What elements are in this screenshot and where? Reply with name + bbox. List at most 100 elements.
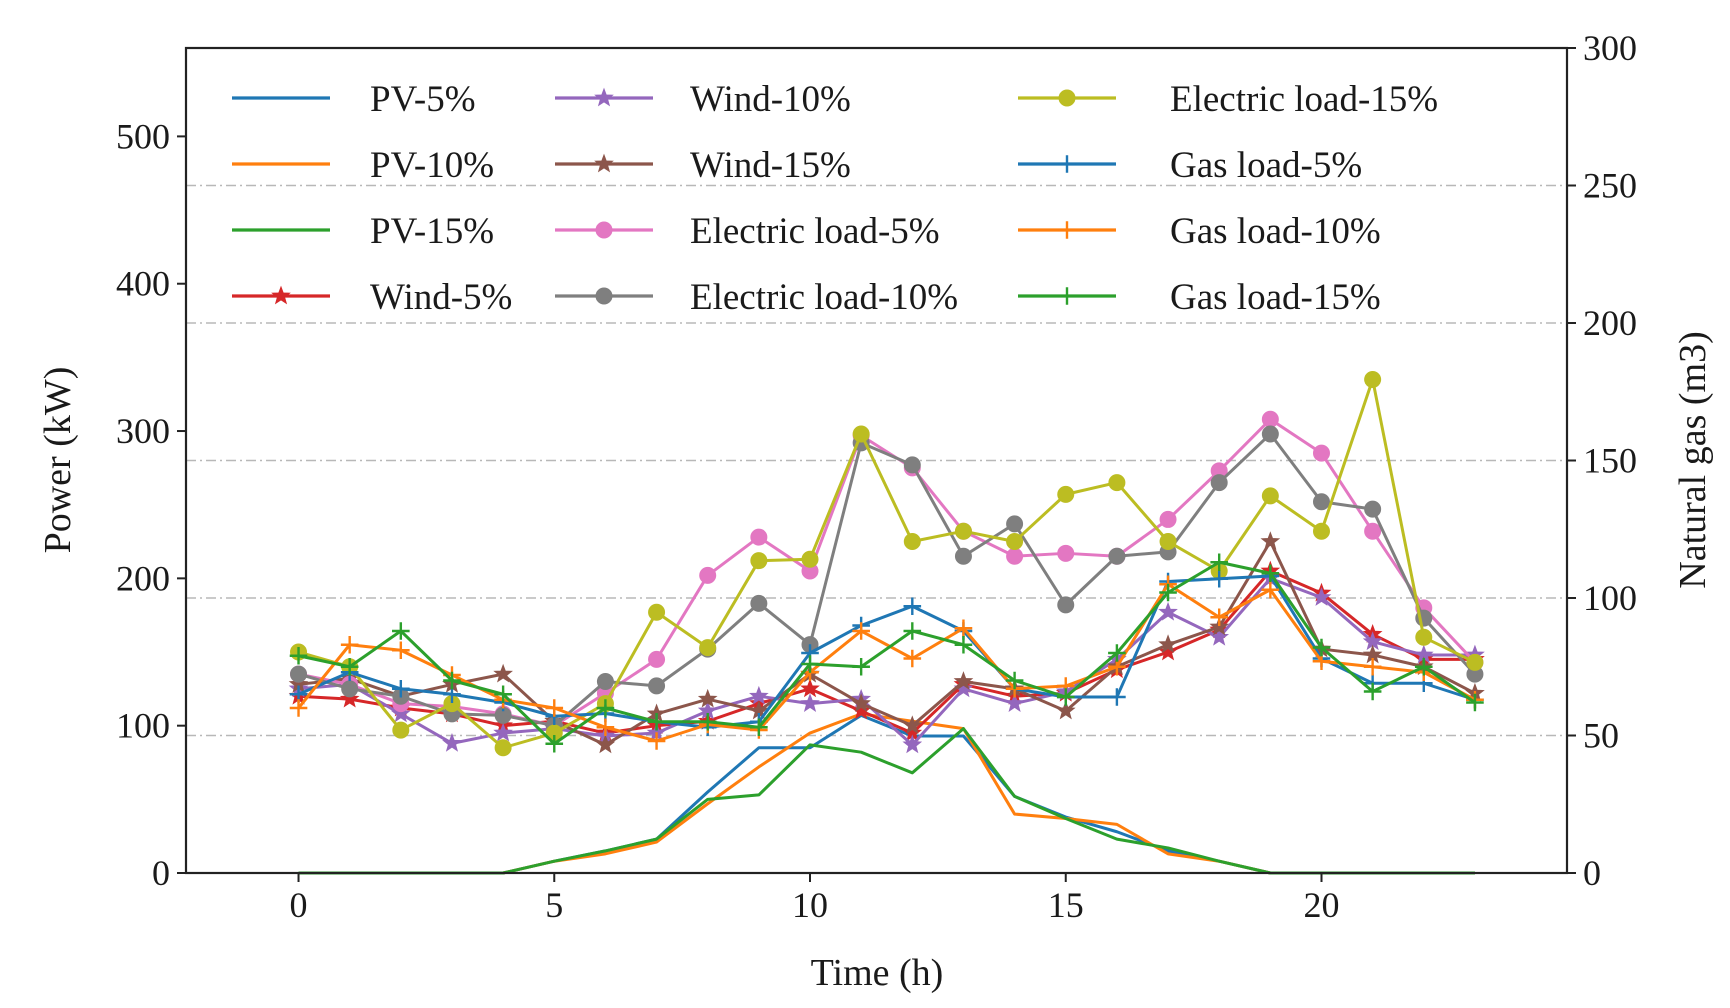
legend-item: Electric load-5% bbox=[555, 211, 940, 252]
legend-item: Wind-5% bbox=[232, 277, 512, 318]
x-tick-label: 20 bbox=[1303, 885, 1339, 925]
data-point bbox=[954, 547, 972, 565]
data-point bbox=[545, 734, 564, 753]
y2-tick-label: 300 bbox=[1583, 28, 1637, 68]
y2-tick-label: 200 bbox=[1583, 303, 1637, 343]
legend-label: Wind-10% bbox=[690, 79, 851, 120]
data-point bbox=[1005, 671, 1024, 690]
data-point bbox=[594, 153, 614, 173]
data-point bbox=[1466, 653, 1484, 671]
x-tick-label: 10 bbox=[792, 885, 828, 925]
data-point bbox=[1210, 553, 1228, 572]
data-point bbox=[852, 657, 870, 676]
data-point bbox=[1057, 596, 1075, 614]
legend-label: Electric load-15% bbox=[1170, 79, 1438, 120]
data-point bbox=[1414, 657, 1433, 676]
data-point bbox=[271, 285, 291, 305]
data-point bbox=[954, 619, 973, 638]
data-point bbox=[1055, 700, 1076, 720]
data-point bbox=[392, 641, 410, 660]
legend-label: Gas load-15% bbox=[1170, 277, 1381, 318]
legend-item: Electric load-10% bbox=[555, 277, 958, 318]
data-point bbox=[902, 734, 923, 754]
data-point bbox=[1057, 544, 1075, 562]
data-point bbox=[1058, 287, 1076, 305]
series-line bbox=[298, 576, 1475, 747]
data-point bbox=[852, 622, 870, 640]
x-axis-label: Time (h) bbox=[811, 952, 944, 994]
data-point bbox=[800, 678, 820, 698]
data-point bbox=[648, 650, 666, 668]
y-tick-label: 100 bbox=[116, 706, 170, 746]
data-point bbox=[648, 603, 666, 621]
data-point bbox=[851, 693, 871, 712]
data-point bbox=[903, 649, 922, 668]
data-point bbox=[1056, 688, 1075, 706]
y-tick-label: 400 bbox=[116, 264, 170, 304]
data-point bbox=[1261, 564, 1280, 583]
y2-tick-label: 150 bbox=[1583, 441, 1637, 481]
data-point bbox=[1261, 487, 1279, 505]
series-electric-load-10- bbox=[290, 425, 1484, 735]
data-point bbox=[340, 635, 359, 654]
data-point bbox=[750, 552, 768, 570]
legend-item: PV-5% bbox=[232, 79, 476, 120]
data-point bbox=[954, 522, 972, 540]
y2-tick-label: 50 bbox=[1583, 716, 1619, 756]
data-point bbox=[493, 722, 513, 742]
data-point bbox=[340, 657, 359, 676]
legend-item: PV-15% bbox=[232, 211, 494, 252]
data-point bbox=[903, 597, 922, 616]
data-point bbox=[494, 739, 512, 757]
data-point bbox=[1364, 522, 1382, 540]
data-point bbox=[903, 533, 921, 551]
data-point bbox=[1311, 587, 1332, 606]
series-line bbox=[298, 560, 1476, 746]
data-point bbox=[1210, 474, 1228, 492]
data-point bbox=[750, 718, 768, 737]
data-point bbox=[1364, 370, 1382, 388]
data-point bbox=[595, 287, 613, 305]
data-point bbox=[594, 87, 614, 107]
y2-tick-label: 0 bbox=[1583, 853, 1601, 893]
data-point bbox=[903, 456, 921, 474]
data-point bbox=[1312, 522, 1330, 540]
data-point bbox=[1261, 410, 1279, 428]
data-point bbox=[1108, 474, 1126, 492]
legend: PV-5% PV-10% PV-15% Wind-5% Wind-10% Wind-15%… bbox=[232, 79, 1438, 318]
data-point bbox=[699, 639, 717, 657]
data-point bbox=[953, 671, 974, 690]
legend-item: Gas load-10% bbox=[1018, 211, 1381, 252]
legend-label: Wind-15% bbox=[690, 145, 851, 186]
y-tick-label: 0 bbox=[152, 853, 170, 893]
data-point bbox=[595, 221, 613, 239]
data-point bbox=[954, 635, 973, 654]
data-point bbox=[1210, 608, 1228, 627]
series-line bbox=[298, 432, 1477, 728]
data-point bbox=[339, 688, 360, 708]
legend-label: Gas load-5% bbox=[1170, 145, 1362, 186]
series-gas-load-15- bbox=[289, 553, 1484, 753]
y-axis-label: Power (kW) bbox=[37, 367, 79, 554]
data-point bbox=[493, 663, 513, 683]
data-point bbox=[647, 712, 666, 731]
x-tick-label: 5 bbox=[545, 885, 563, 925]
data-point bbox=[1209, 616, 1230, 636]
data-point bbox=[442, 733, 462, 752]
data-point bbox=[1159, 583, 1177, 602]
data-point bbox=[1261, 425, 1279, 443]
legend-item: Gas load-15% bbox=[1018, 277, 1381, 318]
y2-tick-label: 100 bbox=[1583, 578, 1637, 618]
legend-label: Electric load-10% bbox=[690, 277, 958, 318]
data-point bbox=[1466, 693, 1484, 712]
series-line bbox=[298, 377, 1476, 750]
data-point bbox=[1058, 155, 1076, 173]
legend-label: Gas load-10% bbox=[1170, 211, 1381, 252]
data-point bbox=[341, 680, 359, 698]
data-point bbox=[1108, 644, 1126, 662]
legend-label: Wind-5% bbox=[370, 277, 512, 318]
data-point bbox=[392, 622, 410, 640]
data-point bbox=[596, 672, 614, 690]
data-point bbox=[1159, 533, 1177, 551]
